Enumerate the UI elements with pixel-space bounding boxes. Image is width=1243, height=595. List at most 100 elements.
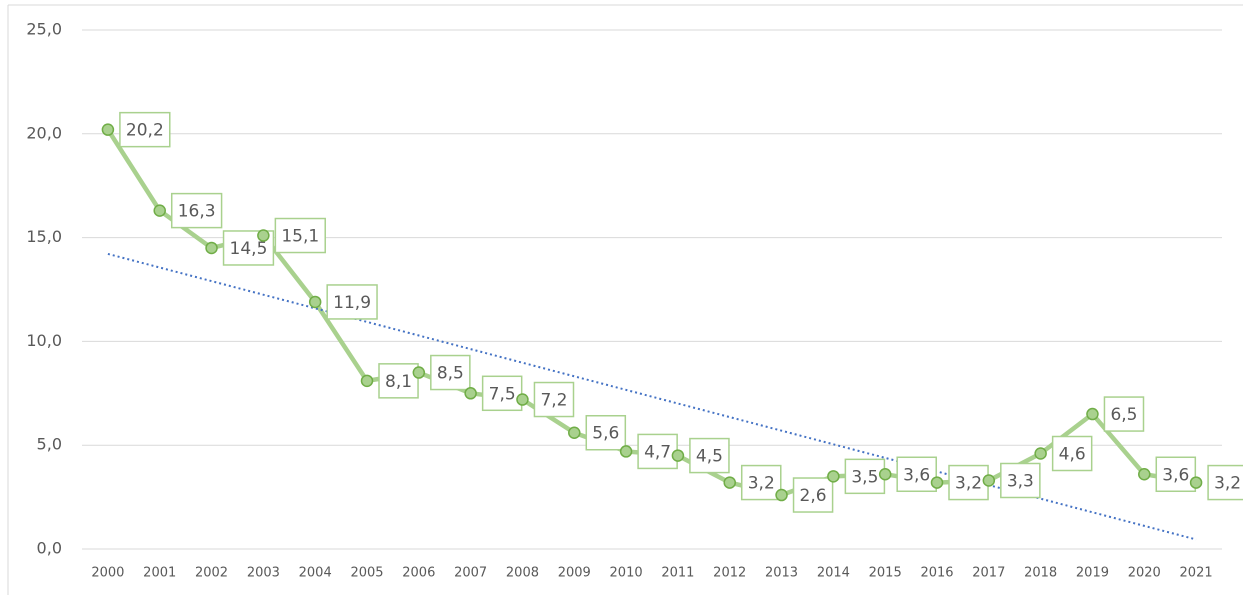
data-label-box [896,456,937,493]
data-label-text: 20,2 [126,121,164,141]
x-tick-label: 2009 [558,566,591,581]
data-label-text: 3,2 [748,474,775,494]
x-tick-label: 2010 [610,566,643,581]
x-tick-label: 2001 [143,566,176,581]
x-tick-label: 2008 [506,566,539,581]
x-tick-label: 2019 [1076,566,1109,581]
data-label: 3,2 [948,464,989,501]
data-label-text: 5,6 [592,424,619,444]
data-label-box [533,381,575,418]
data-label: 15,1 [274,217,326,254]
data-label-box [1103,396,1145,432]
data-point [1189,476,1203,489]
x-tick-label: 2015 [869,566,902,581]
data-point [360,374,374,388]
data-label-text: 8,1 [385,372,412,392]
data-label: 3,2 [740,464,782,501]
y-tick-label: 20,0 [26,123,62,142]
data-label-box [326,284,378,320]
y-tick-label: 0,0 [37,539,62,558]
x-tick-label: 2018 [1024,566,1057,581]
data-label: 8,5 [430,354,471,391]
data-label: 16,3 [170,192,223,229]
data-point [101,123,115,136]
data-label: 4,5 [689,437,730,474]
data-label-text: 6,5 [1110,405,1137,425]
data-label-text: 16,3 [178,202,216,222]
data-label: 14,5 [222,230,275,266]
data-label-text: 3,2 [1214,474,1241,494]
data-point [930,476,944,489]
data-label-text: 4,5 [696,447,723,467]
data-label-box [844,458,886,495]
data-label-text: 7,5 [489,384,516,404]
data-point [412,366,426,379]
data-point [308,295,322,309]
data-label-text: 2,6 [800,486,827,506]
data-label-box [1000,462,1041,499]
data-point [1034,447,1047,460]
y-tick-label: 5,0 [37,435,62,454]
data-label: 8,1 [378,363,419,399]
data-point [723,476,736,489]
data-label-text: 3,2 [955,474,982,494]
data-label-box [481,375,523,412]
x-tick-label: 2016 [920,566,953,581]
data-point [775,488,788,502]
data-point [982,474,996,487]
data-label-box [585,414,627,451]
data-label-box [1051,435,1093,472]
data-label-box [119,111,171,148]
data-point [619,445,633,458]
data-label: 5,6 [585,414,627,451]
data-point [1086,407,1099,421]
data-label-text: 8,5 [437,364,464,384]
data-label-text: 14,5 [230,239,268,259]
data-label-box [1155,456,1197,493]
data-label-text: 11,9 [333,293,371,313]
data-label: 3,5 [844,458,886,495]
data-label: 3,6 [1155,456,1197,493]
data-point [516,393,529,406]
x-tick-label: 2012 [713,566,746,581]
x-tick-label: 2020 [1128,566,1161,581]
data-label-box [170,192,223,229]
data-label-box [274,217,326,254]
data-point [671,449,685,462]
data-label: 4,6 [1051,435,1093,472]
data-point [205,241,218,255]
x-tick-label: 2017 [972,566,1005,581]
data-label-text: 3,5 [851,467,878,487]
x-tick-label: 2005 [350,566,383,581]
data-label: 2,6 [792,477,834,513]
data-label-box [1207,464,1243,501]
x-tick-label: 2011 [661,566,694,581]
data-point [827,470,840,483]
data-label: 3,3 [1000,462,1041,499]
data-label-text: 3,6 [1162,465,1189,485]
data-label-box [689,437,730,474]
data-label-box [430,354,471,391]
x-tick-label: 2000 [91,566,124,581]
data-label: 3,6 [896,456,937,493]
data-label-box [740,464,782,501]
data-label-box [792,477,834,513]
data-point [568,426,581,439]
x-tick-label: 2007 [454,566,487,581]
x-tick-label: 2003 [247,566,280,581]
x-tick-label: 2021 [1180,566,1213,581]
data-label: 7,5 [481,375,523,412]
x-tick-label: 2014 [817,566,850,581]
data-point [257,229,270,242]
data-point [1138,468,1151,481]
x-tick-label: 2013 [765,566,798,581]
x-tick-label: 2002 [195,566,228,581]
data-label-text: 4,6 [1059,445,1086,465]
data-label-text: 3,3 [1007,471,1034,491]
data-label-box [378,363,419,399]
y-tick-label: 15,0 [26,227,62,246]
data-label-text: 7,2 [540,391,567,411]
data-point [878,468,892,481]
